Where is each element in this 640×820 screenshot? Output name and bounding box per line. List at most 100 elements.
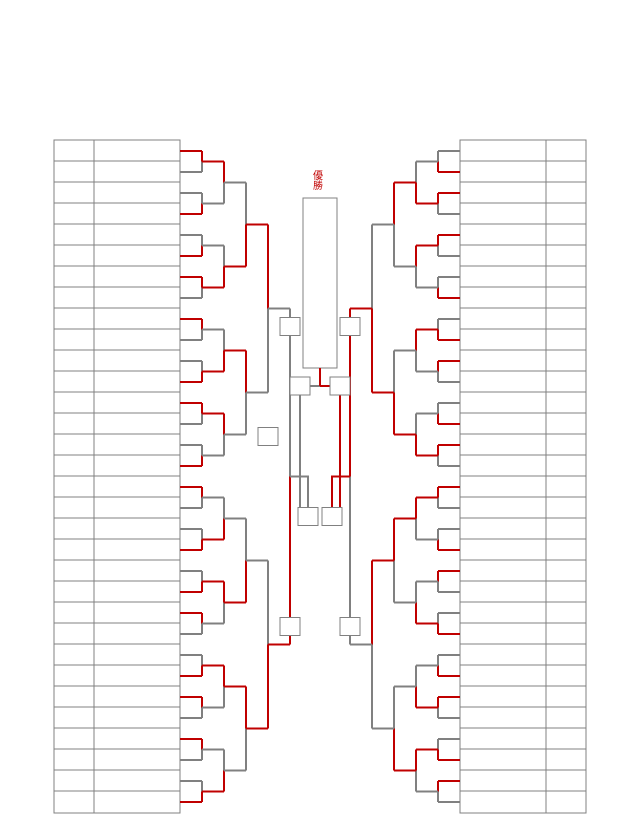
bracket-slot xyxy=(54,644,94,666)
bracket-slot xyxy=(54,287,94,309)
bracket-slot xyxy=(460,644,546,666)
bracket-slot xyxy=(460,203,546,225)
bracket-slot xyxy=(460,791,546,813)
bracket-slot xyxy=(460,182,546,204)
bracket-slot xyxy=(546,602,586,624)
bracket-slot xyxy=(54,455,94,477)
bracket-slot xyxy=(322,508,342,526)
bracket-slot xyxy=(460,665,546,687)
bracket-slot xyxy=(280,318,300,336)
bracket-slot xyxy=(54,350,94,372)
bracket-slot xyxy=(546,182,586,204)
bracket-slot xyxy=(460,581,546,603)
bracket-slot xyxy=(546,497,586,519)
bracket-slot xyxy=(94,224,180,246)
bracket-slot xyxy=(94,707,180,729)
bracket-slot xyxy=(94,686,180,708)
bracket-slot xyxy=(460,539,546,561)
bracket-slot xyxy=(54,476,94,498)
bracket-slot xyxy=(94,728,180,750)
bracket-slot xyxy=(94,350,180,372)
bracket-slot xyxy=(460,266,546,288)
bracket-slot xyxy=(54,371,94,393)
bracket-slot xyxy=(460,560,546,582)
bracket-slot xyxy=(460,140,546,162)
bracket-slot xyxy=(54,623,94,645)
bracket-slot xyxy=(94,392,180,414)
bracket-slot xyxy=(546,287,586,309)
bracket-slot xyxy=(54,266,94,288)
bracket-slot xyxy=(546,728,586,750)
bracket-slot xyxy=(94,182,180,204)
bracket-slot xyxy=(94,413,180,435)
bracket-slot xyxy=(94,791,180,813)
bracket-slot xyxy=(94,770,180,792)
bracket-slot xyxy=(546,140,586,162)
bracket-slot xyxy=(546,455,586,477)
bracket-slot xyxy=(546,266,586,288)
bracket-slot xyxy=(460,518,546,540)
bracket-slot xyxy=(54,329,94,351)
bracket-slot xyxy=(54,707,94,729)
bracket-slot xyxy=(460,287,546,309)
bracket-slot xyxy=(94,560,180,582)
bracket-slot xyxy=(460,434,546,456)
bracket-slot xyxy=(546,203,586,225)
bracket-slot xyxy=(546,434,586,456)
bracket-slot xyxy=(546,686,586,708)
bracket-slot xyxy=(94,518,180,540)
bracket-slot xyxy=(546,329,586,351)
bracket-slot xyxy=(54,413,94,435)
bracket-slot xyxy=(460,770,546,792)
bracket-slot xyxy=(94,308,180,330)
bracket-slot xyxy=(546,245,586,267)
bracket-slot xyxy=(460,308,546,330)
bracket-slot xyxy=(460,749,546,771)
bracket-slot xyxy=(54,182,94,204)
bracket-slot xyxy=(460,329,546,351)
bracket-slot xyxy=(460,455,546,477)
bracket-slot xyxy=(94,287,180,309)
bracket-slot xyxy=(54,749,94,771)
bracket-slot xyxy=(94,539,180,561)
bracket-slot xyxy=(303,198,337,368)
bracket-slot xyxy=(280,618,300,636)
bracket-slot xyxy=(54,497,94,519)
bracket-slot xyxy=(546,560,586,582)
bracket-slot xyxy=(94,455,180,477)
bracket-slot xyxy=(546,581,586,603)
bracket-slot xyxy=(460,686,546,708)
bracket-slot xyxy=(460,224,546,246)
bracket-slot xyxy=(54,791,94,813)
bracket-slot xyxy=(94,476,180,498)
bracket-slot xyxy=(94,602,180,624)
bracket-slot xyxy=(94,245,180,267)
bracket-slot xyxy=(54,161,94,183)
bracket-slot xyxy=(54,539,94,561)
bracket-slot xyxy=(546,749,586,771)
bracket-slot xyxy=(546,791,586,813)
bracket-slot xyxy=(94,497,180,519)
bracket-slot xyxy=(54,560,94,582)
bracket-slot xyxy=(460,413,546,435)
bracket-edge-win xyxy=(332,386,350,517)
bracket-slot xyxy=(94,623,180,645)
bracket-slot xyxy=(94,644,180,666)
bracket-slot xyxy=(546,161,586,183)
bracket-slot xyxy=(460,602,546,624)
bracket-slot xyxy=(298,508,318,526)
bracket-slot xyxy=(94,434,180,456)
bracket-slot xyxy=(54,245,94,267)
bracket-slot xyxy=(546,308,586,330)
bracket-slot xyxy=(94,749,180,771)
bracket-slot xyxy=(340,618,360,636)
bracket-slot xyxy=(546,476,586,498)
bracket-slot xyxy=(460,623,546,645)
bracket-slot xyxy=(546,770,586,792)
bracket-slot xyxy=(460,371,546,393)
bracket-slot xyxy=(258,428,278,446)
bracket-slot xyxy=(54,434,94,456)
bracket-slot xyxy=(546,350,586,372)
bracket-slot xyxy=(546,665,586,687)
bracket-slot xyxy=(94,140,180,162)
